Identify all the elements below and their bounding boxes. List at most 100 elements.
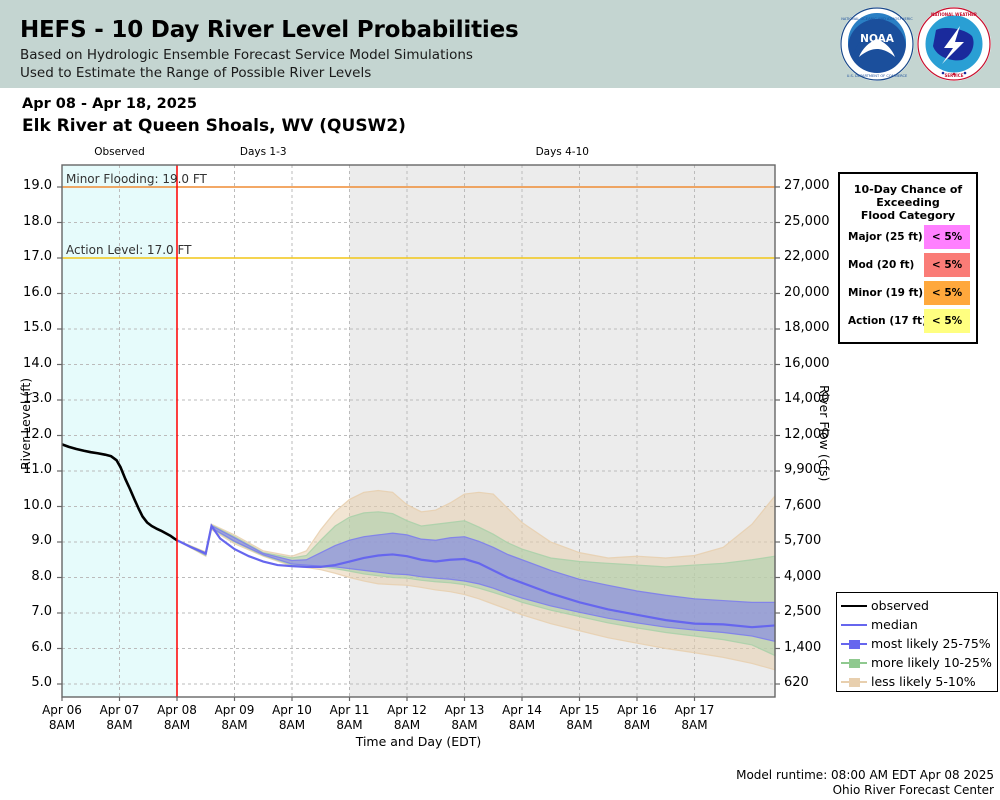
flood-category-chance: < 5%	[924, 225, 970, 249]
y2-axis-tick-label: 25,000	[784, 213, 830, 229]
series-swatch	[841, 656, 867, 670]
x-axis-tick-label: Apr 14 8AM	[482, 703, 562, 733]
flood-category-chance: < 5%	[924, 253, 970, 277]
y-axis-tick-label: 17.0	[23, 249, 52, 264]
series-legend-label: most likely 25-75%	[871, 636, 991, 651]
x-axis-title: Time and Day (EDT)	[355, 734, 482, 749]
y-axis-tick-label: 9.0	[31, 533, 52, 548]
y-axis-tick-label: 19.0	[23, 178, 52, 193]
y-axis-tick-label: 15.0	[23, 320, 52, 335]
series-swatch	[841, 637, 867, 651]
x-tick-date: Apr 17	[674, 703, 715, 717]
series-swatch	[841, 618, 867, 632]
y2-axis-tick-label: 9,900	[784, 462, 822, 477]
x-tick-time: 8AM	[566, 718, 593, 732]
svg-text:U.S. DEPARTMENT OF COMMERCE: U.S. DEPARTMENT OF COMMERCE	[847, 74, 908, 78]
y-axis-tick-label: 5.0	[31, 675, 52, 690]
flood-category-name: Major (25 ft)	[848, 231, 923, 243]
x-tick-time: 8AM	[221, 718, 248, 732]
y2-axis-tick-label: 5,700	[784, 533, 822, 548]
y2-axis-title: River Flow (cfs)	[817, 385, 832, 482]
flood-category-row: Mod (20 ft) < 5%	[840, 253, 976, 278]
y-axis-tick-label: 6.0	[31, 639, 52, 655]
series-legend-item: more likely 10-25%	[841, 653, 993, 672]
y-axis-tick-label: 11.0	[23, 462, 52, 477]
x-tick-date: Apr 08	[157, 703, 197, 717]
observed-line	[61, 443, 178, 542]
y2-axis-tick-label: 16,000	[784, 355, 830, 371]
x-tick-time: 8AM	[106, 718, 133, 732]
flood-category-row: Action (17 ft) < 5%	[840, 309, 976, 334]
y2-axis-tick-label: 7,600	[784, 497, 822, 513]
y-axis-tick-label: 12.0	[23, 426, 52, 442]
x-axis-tick-label: Apr 15 8AM	[540, 703, 620, 733]
y-axis-tick-label: 13.0	[23, 391, 52, 406]
flood-category-name: Mod (20 ft)	[848, 259, 915, 271]
plot-region-label: Days 4-10	[535, 146, 589, 158]
plot-region-label: Observed	[94, 146, 145, 158]
header-subtitle-2: Used to Estimate the Range of Possible R…	[20, 65, 372, 81]
forecast-center: Ohio River Forecast Center	[832, 783, 994, 797]
threshold-label: Minor Flooding: 19.0 FT	[66, 172, 207, 186]
flood-category-chance: < 5%	[924, 281, 970, 305]
flood-category-name: Minor (19 ft)	[848, 287, 924, 299]
x-axis-tick-label: Apr 13 8AM	[425, 703, 505, 733]
prob-title-line3: Flood Category	[860, 209, 956, 222]
series-legend-item: median	[841, 615, 993, 634]
x-tick-date: Apr 10	[272, 703, 312, 717]
svg-text:NATIONAL WEATHER: NATIONAL WEATHER	[931, 12, 977, 17]
x-axis-tick-label: Apr 07 8AM	[80, 703, 160, 733]
series-legend-item: less likely 5-10%	[841, 672, 993, 691]
date-range: Apr 08 - Apr 18, 2025	[22, 96, 197, 112]
x-tick-date: Apr 06	[42, 703, 82, 717]
x-tick-time: 8AM	[681, 718, 708, 732]
series-legend-item: observed	[841, 596, 993, 615]
flood-category-name: Action (17 ft)	[848, 315, 927, 327]
x-tick-time: 8AM	[278, 718, 306, 732]
y-axis-tick-label: 8.0	[31, 568, 52, 584]
x-tick-date: Apr 15	[559, 703, 600, 717]
y2-axis-tick-label: 22,000	[784, 249, 830, 264]
header-subtitle-1: Based on Hydrologic Ensemble Forecast Se…	[20, 47, 473, 63]
y-axis-tick-label: 14.0	[23, 355, 52, 371]
plot-region-label: Days 1-3	[239, 146, 287, 158]
flood-category-chance: < 5%	[924, 309, 970, 333]
x-tick-time: 8AM	[163, 718, 191, 732]
series-swatch	[841, 675, 867, 689]
y2-axis-tick-label: 14,000	[784, 391, 830, 406]
series-legend-label: median	[871, 617, 918, 632]
series-legend-label: more likely 10-25%	[871, 655, 992, 670]
x-tick-time: 8AM	[508, 718, 536, 732]
prob-title-line2: Exceeding	[876, 196, 940, 209]
svg-text:NOAA: NOAA	[860, 33, 895, 45]
flood-category-row: Major (25 ft) < 5%	[840, 225, 976, 250]
x-axis-tick-label: Apr 10 8AM	[252, 703, 332, 733]
flood-probability-legend: 10-Day Chance of Exceeding Flood Categor…	[838, 172, 978, 344]
plot-frame	[61, 164, 776, 698]
y2-axis-tick-label: 1,400	[784, 639, 822, 655]
x-axis-tick-label: Apr 17 8AM	[655, 703, 735, 733]
x-tick-date: Apr 09	[214, 703, 255, 717]
x-axis-tick-label: Apr 06 8AM	[22, 703, 102, 733]
y2-axis-tick-label: 2,500	[784, 604, 822, 619]
noaa-logo: NOAA NATIONAL OCEANIC AND ATMOSPHERIC U.…	[840, 7, 914, 81]
x-tick-time: 8AM	[623, 718, 651, 732]
gauge-name: Elk River at Queen Shoals, WV (QUSW2)	[22, 116, 406, 136]
x-tick-date: Apr 11	[329, 703, 370, 717]
flood-probability-rows: Major (25 ft) < 5% Mod (20 ft) < 5% Minor (1…	[840, 225, 976, 334]
x-tick-time: 8AM	[48, 718, 76, 732]
x-axis-tick-label: Apr 11 8AM	[310, 703, 390, 733]
y-axis-tick-label: 18.0	[23, 213, 52, 229]
threshold-label: Action Level: 17.0 FT	[66, 243, 192, 257]
series-legend: observed median most likely 25-75% more lik…	[836, 592, 998, 692]
nws-logo: NATIONAL WEATHER SERVICE	[917, 7, 991, 81]
series-swatch	[841, 599, 867, 613]
y-axis-title: River Level (ft)	[18, 377, 33, 470]
x-axis-tick-label: Apr 16 8AM	[597, 703, 677, 733]
prob-title-line1: 10-Day Chance of	[853, 183, 963, 196]
y-axis-tick-label: 16.0	[23, 284, 52, 300]
y-axis-tick-label: 7.0	[31, 604, 52, 619]
agency-logos: NOAA NATIONAL OCEANIC AND ATMOSPHERIC U.…	[840, 7, 991, 81]
x-tick-time: 8AM	[451, 718, 478, 732]
